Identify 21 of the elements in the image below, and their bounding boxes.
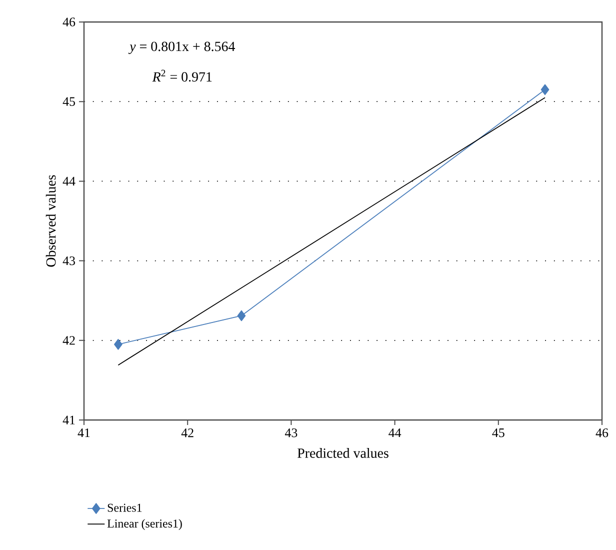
- y-tick-label: 42: [62, 336, 75, 345]
- x-tick-label: 42: [181, 428, 194, 438]
- x-tick-label: 45: [492, 428, 504, 438]
- x-axis-title: Predicted values: [298, 448, 388, 458]
- annotation: y = 0.801x + 8.564: [128, 42, 236, 54]
- y-tick-label: 44: [62, 176, 76, 186]
- point: [237, 310, 246, 322]
- legend-label: Linear (series1): [107, 519, 182, 530]
- x-tick-label: 43: [284, 428, 298, 438]
- annotation: R$^{2}$ = 0.971: [152, 70, 212, 82]
- legend-label: Series1: [108, 504, 142, 512]
- y-axis-title: Observed values: [46, 175, 56, 267]
- y-tick-label: 43: [62, 256, 75, 266]
- point: [114, 338, 122, 350]
- point: [540, 84, 550, 96]
- y-tick-label: 41: [62, 416, 75, 424]
- y-tick-label: 46: [62, 18, 76, 26]
- x-tick-label: 41: [78, 428, 90, 438]
- y-tick-label: 45: [62, 97, 75, 106]
- x-tick-label: 46: [596, 428, 608, 438]
- x-tick-label: 44: [388, 428, 402, 438]
